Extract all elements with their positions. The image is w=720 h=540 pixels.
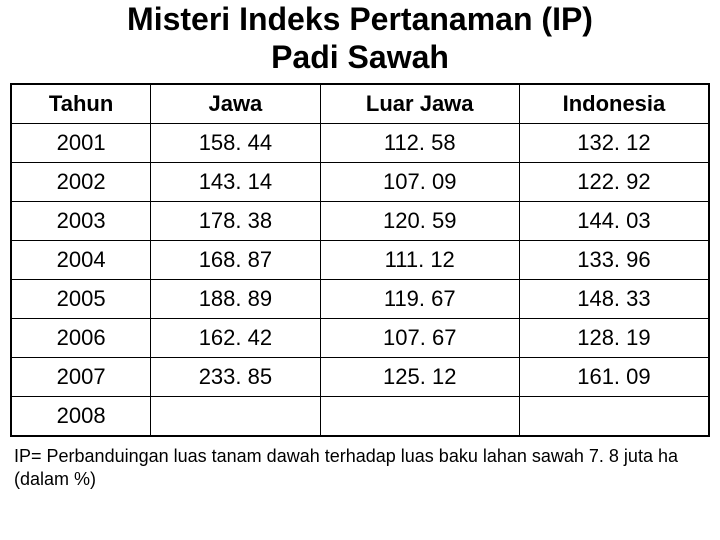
- cell-jawa: 233. 85: [151, 357, 320, 396]
- cell-indonesia: 161. 09: [519, 357, 709, 396]
- page-title: Misteri Indeks Pertanaman (IP) Padi Sawa…: [10, 0, 710, 77]
- table-row: 2001 158. 44 112. 58 132. 12: [11, 123, 709, 162]
- cell-indonesia: 132. 12: [519, 123, 709, 162]
- title-line-2: Padi Sawah: [271, 39, 449, 75]
- table-row: 2005 188. 89 119. 67 148. 33: [11, 279, 709, 318]
- cell-jawa: [151, 396, 320, 436]
- cell-indonesia: [519, 396, 709, 436]
- table-row: 2003 178. 38 120. 59 144. 03: [11, 201, 709, 240]
- table-row: 2004 168. 87 111. 12 133. 96: [11, 240, 709, 279]
- col-header-jawa: Jawa: [151, 84, 320, 124]
- ip-data-table: Tahun Jawa Luar Jawa Indonesia 2001 158.…: [10, 83, 710, 437]
- table-header-row: Tahun Jawa Luar Jawa Indonesia: [11, 84, 709, 124]
- cell-jawa: 158. 44: [151, 123, 320, 162]
- cell-jawa: 168. 87: [151, 240, 320, 279]
- table-row: 2007 233. 85 125. 12 161. 09: [11, 357, 709, 396]
- cell-luar-jawa: 125. 12: [320, 357, 519, 396]
- cell-luar-jawa: [320, 396, 519, 436]
- col-header-luar-jawa: Luar Jawa: [320, 84, 519, 124]
- table-body: 2001 158. 44 112. 58 132. 12 2002 143. 1…: [11, 123, 709, 436]
- cell-tahun: 2004: [11, 240, 151, 279]
- cell-indonesia: 148. 33: [519, 279, 709, 318]
- cell-luar-jawa: 119. 67: [320, 279, 519, 318]
- cell-jawa: 188. 89: [151, 279, 320, 318]
- cell-jawa: 162. 42: [151, 318, 320, 357]
- cell-luar-jawa: 112. 58: [320, 123, 519, 162]
- cell-tahun: 2002: [11, 162, 151, 201]
- table-row: 2008: [11, 396, 709, 436]
- cell-luar-jawa: 107. 09: [320, 162, 519, 201]
- cell-tahun: 2006: [11, 318, 151, 357]
- cell-tahun: 2008: [11, 396, 151, 436]
- col-header-indonesia: Indonesia: [519, 84, 709, 124]
- title-line-1: Misteri Indeks Pertanaman (IP): [127, 1, 593, 37]
- col-header-tahun: Tahun: [11, 84, 151, 124]
- cell-luar-jawa: 107. 67: [320, 318, 519, 357]
- cell-tahun: 2003: [11, 201, 151, 240]
- cell-jawa: 178. 38: [151, 201, 320, 240]
- cell-luar-jawa: 120. 59: [320, 201, 519, 240]
- cell-luar-jawa: 111. 12: [320, 240, 519, 279]
- table-row: 2006 162. 42 107. 67 128. 19: [11, 318, 709, 357]
- cell-indonesia: 144. 03: [519, 201, 709, 240]
- footnote-text: IP= Perbanduingan luas tanam dawah terha…: [10, 445, 710, 492]
- cell-tahun: 2007: [11, 357, 151, 396]
- cell-tahun: 2001: [11, 123, 151, 162]
- cell-indonesia: 128. 19: [519, 318, 709, 357]
- table-row: 2002 143. 14 107. 09 122. 92: [11, 162, 709, 201]
- cell-indonesia: 122. 92: [519, 162, 709, 201]
- cell-tahun: 2005: [11, 279, 151, 318]
- cell-jawa: 143. 14: [151, 162, 320, 201]
- cell-indonesia: 133. 96: [519, 240, 709, 279]
